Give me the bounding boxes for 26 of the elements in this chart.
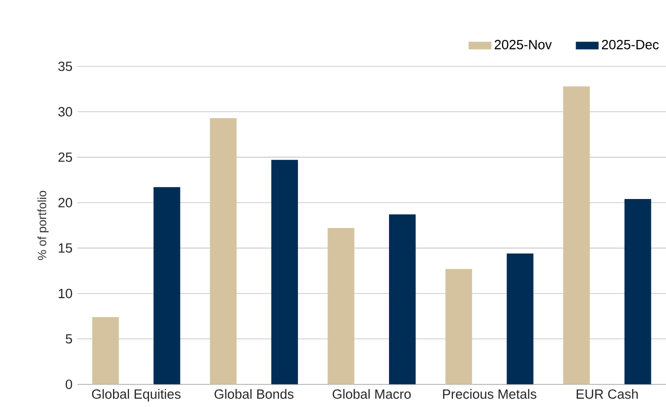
y-axis-title: % of portfolio <box>37 190 49 260</box>
y-tick-label: 25 <box>58 152 72 162</box>
bar <box>506 254 534 384</box>
bar <box>210 118 237 384</box>
y-tick-label: 15 <box>58 243 72 253</box>
x-tick-label: Global Macro <box>332 389 411 399</box>
y-tick-label: 30 <box>58 107 72 116</box>
bar <box>154 187 180 384</box>
legend-label: 2025-Dec <box>602 40 659 50</box>
bar <box>563 86 590 384</box>
legend-label: 2025-Nov <box>494 40 552 50</box>
bar <box>328 228 354 384</box>
y-tick-label: 35 <box>58 62 72 72</box>
bar <box>445 268 472 384</box>
bar <box>271 160 298 384</box>
y-tick-label: 10 <box>58 288 72 298</box>
y-tick-label: 5 <box>66 334 72 344</box>
y-tick-label: 20 <box>58 198 72 208</box>
bar <box>92 317 119 384</box>
bar <box>389 214 416 384</box>
y-tick-label: 0 <box>66 380 72 390</box>
bar <box>624 198 652 384</box>
x-tick-label: EUR Cash <box>576 389 638 399</box>
x-tick-label: Global Bonds <box>214 389 294 399</box>
x-tick-label: Global Equities <box>92 389 181 402</box>
x-tick-label: Precious Metals <box>443 389 536 399</box>
